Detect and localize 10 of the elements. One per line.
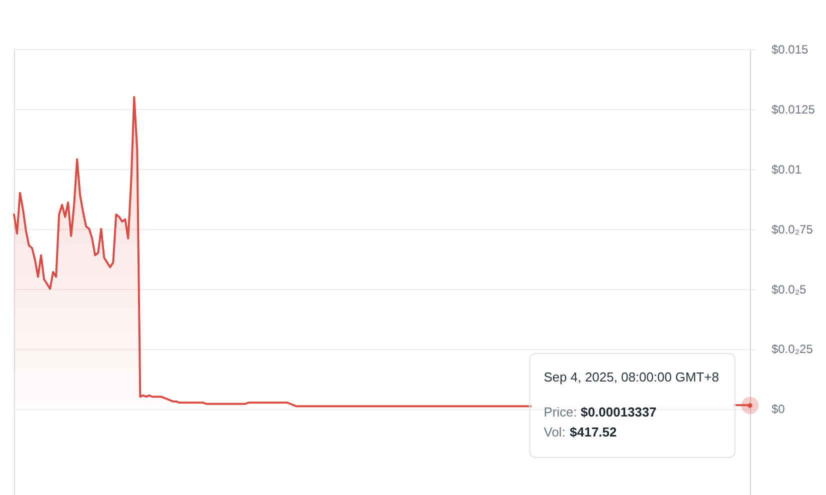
y-tick-label: $0.0₂75 — [772, 222, 814, 236]
y-tick-label: $0.0₂5 — [772, 282, 807, 296]
annotation: Price: $0.00013337 — [544, 404, 657, 420]
y-tick-label: $0.015 — [772, 42, 809, 56]
y-tick-label: $0.01 — [772, 162, 802, 176]
y-tick-label: $0.0₂25 — [772, 342, 814, 356]
y-tick-label: $0 — [772, 402, 786, 416]
y-tick-label: $0.0125 — [772, 102, 816, 116]
annotation: Vol: $417.52 — [544, 424, 617, 440]
annotation: Sep 4, 2025, 08:00:00 GMT+8 — [544, 369, 720, 384]
